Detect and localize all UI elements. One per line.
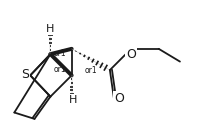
Text: or1: or1 (54, 49, 66, 58)
Text: or1: or1 (54, 64, 66, 74)
Text: O: O (114, 92, 124, 105)
Text: O: O (126, 48, 136, 61)
Text: or1: or1 (84, 66, 97, 75)
Text: H: H (69, 95, 78, 105)
Text: H: H (46, 24, 55, 34)
Text: S: S (21, 68, 29, 81)
